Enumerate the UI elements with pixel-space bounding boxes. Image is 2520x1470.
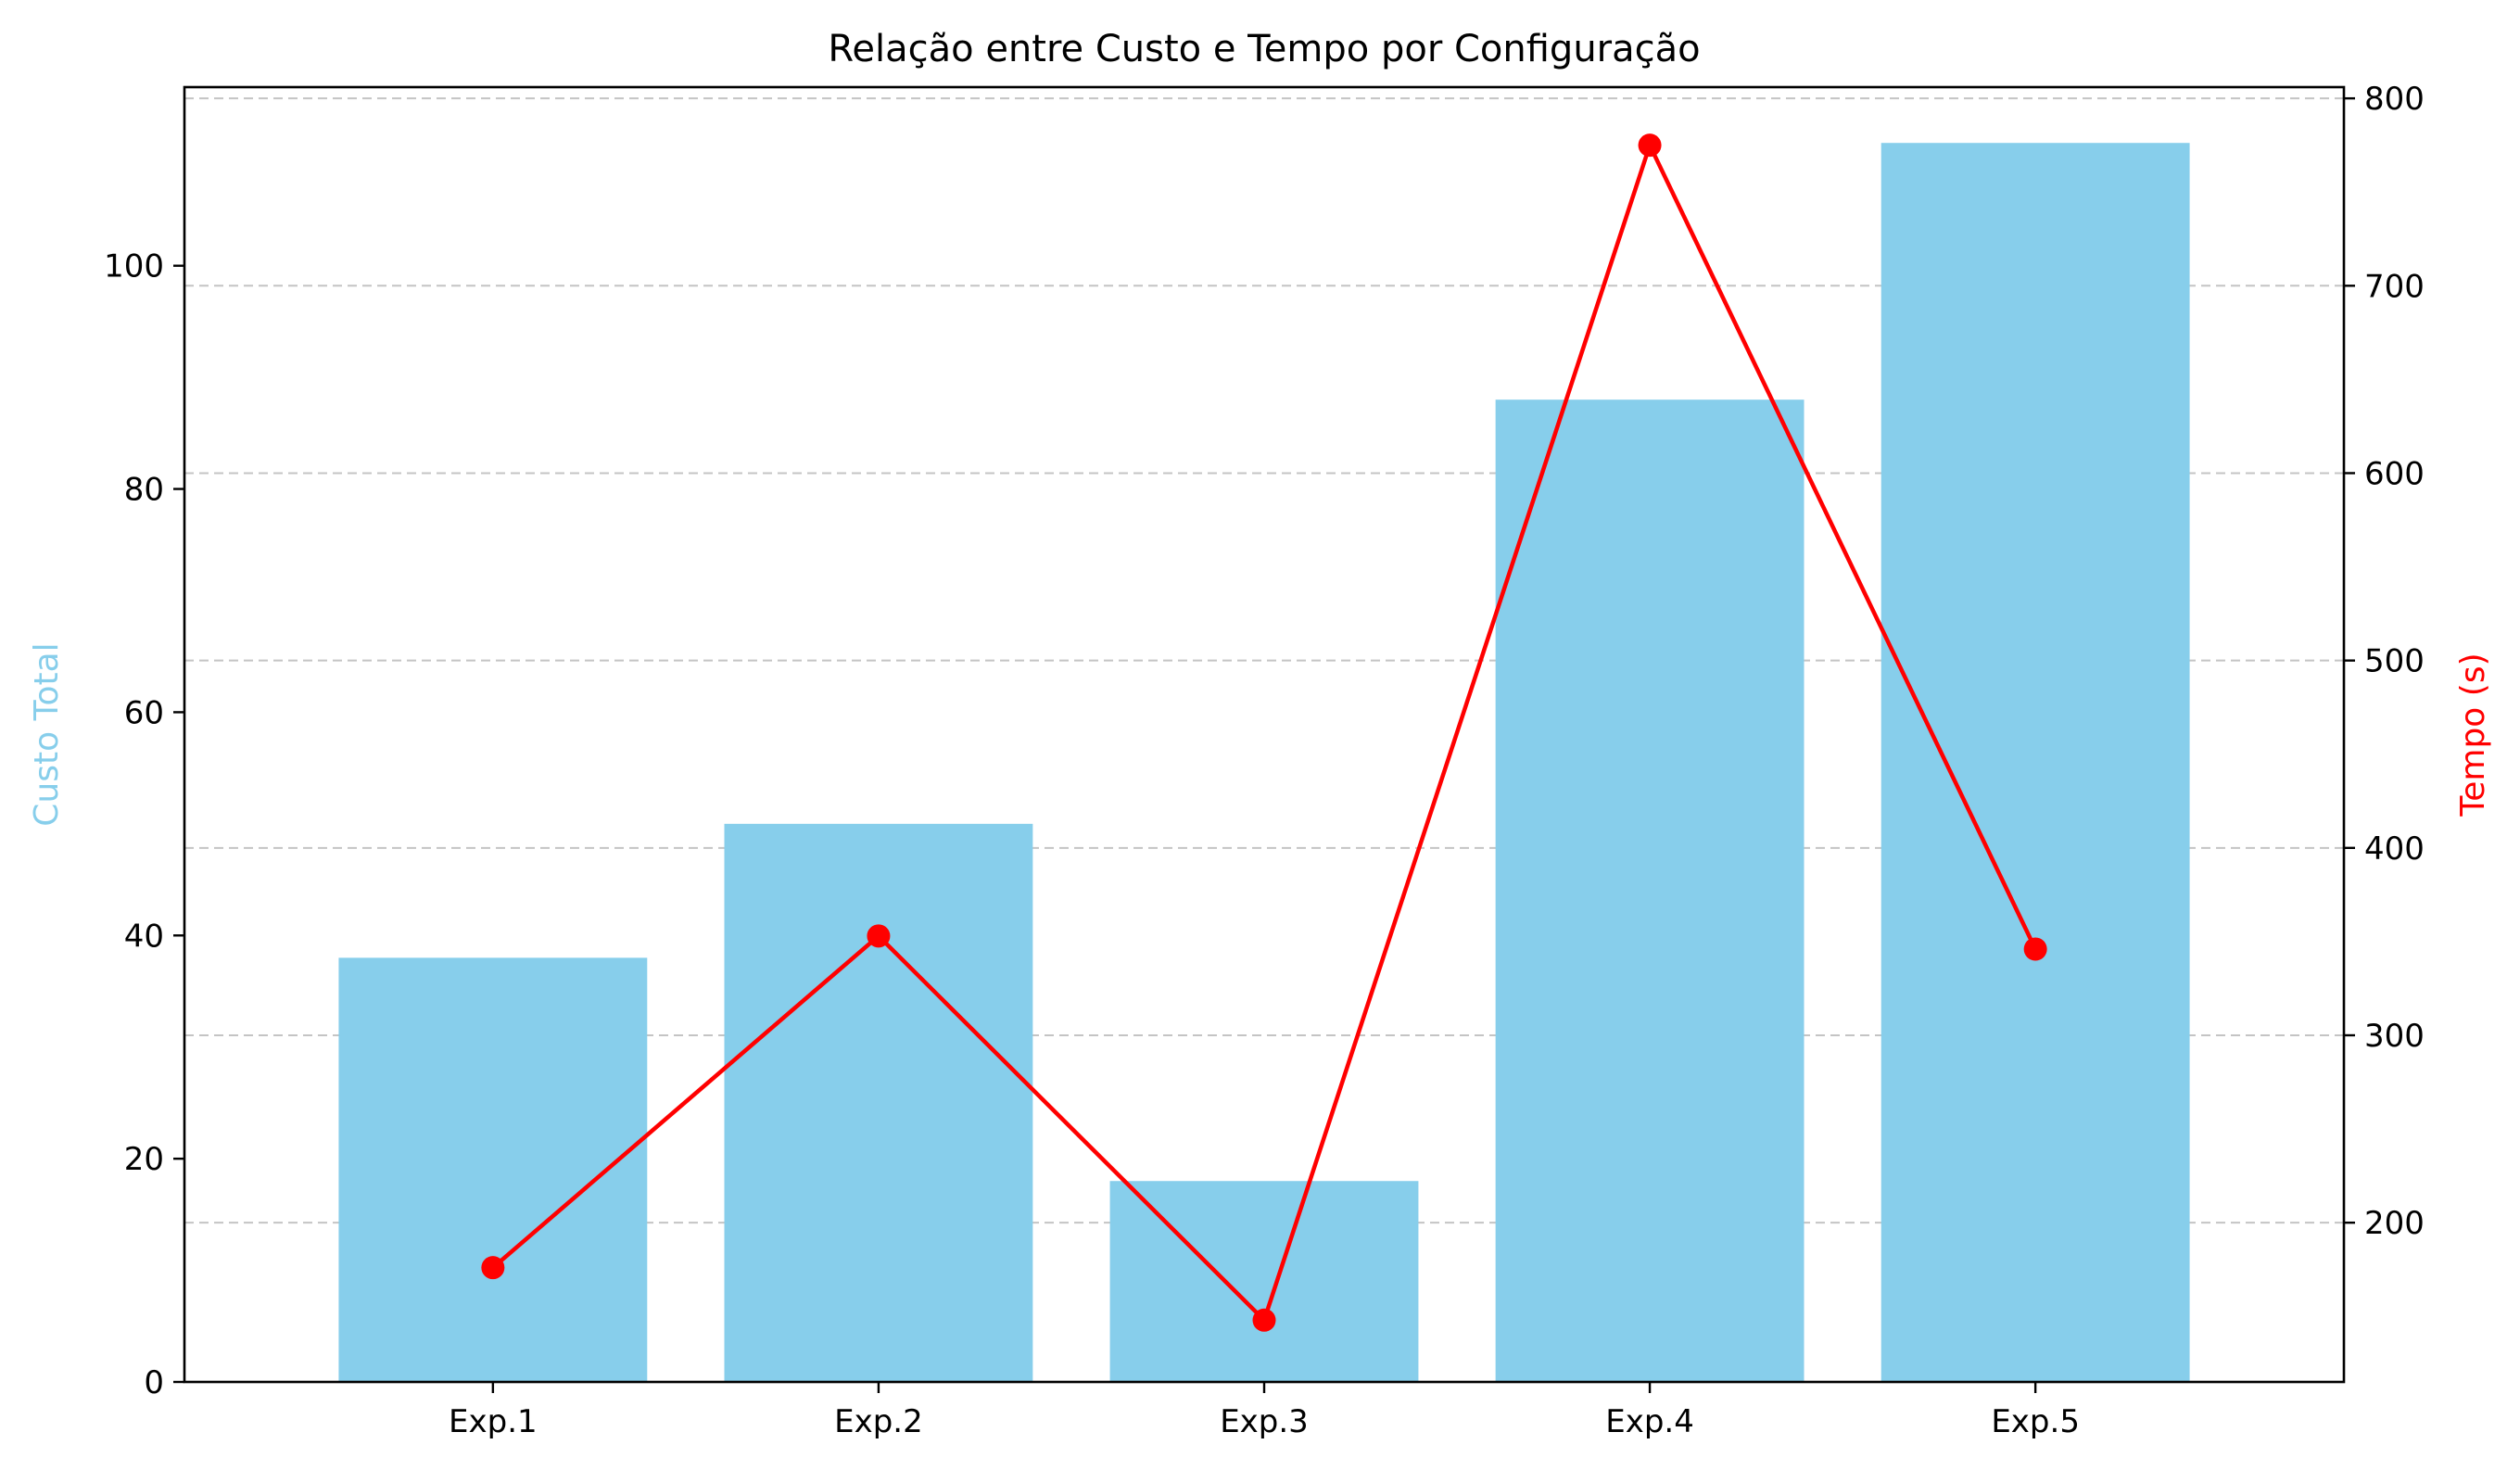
- y-right-tick-label: 700: [2364, 268, 2425, 305]
- point-Exp.2: [867, 924, 891, 948]
- point-Exp.3: [1252, 1308, 1276, 1332]
- y-left-tick-label: 80: [124, 472, 164, 509]
- y-left-tick-label: 0: [144, 1364, 164, 1401]
- y-right-tick-label: 200: [2364, 1205, 2425, 1242]
- bar-Exp.2: [724, 823, 1033, 1382]
- y-right-tick-label: 500: [2364, 643, 2425, 680]
- y-axis-left-label: Custo Total: [28, 642, 66, 826]
- x-tick-label: Exp.3: [1220, 1403, 1309, 1440]
- bar-Exp.5: [1881, 143, 2190, 1382]
- y-right-tick-label: 600: [2364, 455, 2425, 492]
- bar-Exp.4: [1495, 399, 1805, 1382]
- chart-title: Relação entre Custo e Tempo por Configur…: [828, 28, 1700, 70]
- bar-Exp.1: [338, 957, 648, 1382]
- x-tick-label: Exp.4: [1605, 1403, 1694, 1440]
- x-tick-label: Exp.5: [1991, 1403, 2080, 1440]
- y-axis-right-label: Tempo (s): [2454, 653, 2492, 817]
- point-Exp.4: [1638, 133, 1662, 158]
- bars: [338, 143, 2190, 1382]
- y-left-tick-label: 20: [124, 1141, 164, 1178]
- x-tick-label: Exp.1: [449, 1403, 538, 1440]
- x-axis: Exp.1 Exp.2 Exp.3 Exp.4 Exp.5: [449, 1382, 2080, 1440]
- y-left-tick-label: 40: [124, 918, 164, 955]
- point-Exp.1: [481, 1256, 505, 1280]
- y-right-tick-label: 800: [2364, 81, 2425, 118]
- y-right-tick-label: 300: [2364, 1018, 2425, 1055]
- line-series: [481, 133, 2047, 1332]
- right-axis: 200 300 400 500 600 700 800: [2344, 81, 2425, 1242]
- bar-Exp.3: [1109, 1181, 1419, 1382]
- point-Exp.5: [2023, 937, 2047, 961]
- y-left-tick-label: 60: [124, 694, 164, 731]
- y-right-tick-label: 400: [2364, 830, 2425, 868]
- y-left-tick-label: 100: [104, 248, 164, 285]
- left-axis: 0 20 40 60 80 100: [104, 248, 184, 1401]
- x-tick-label: Exp.2: [834, 1403, 923, 1440]
